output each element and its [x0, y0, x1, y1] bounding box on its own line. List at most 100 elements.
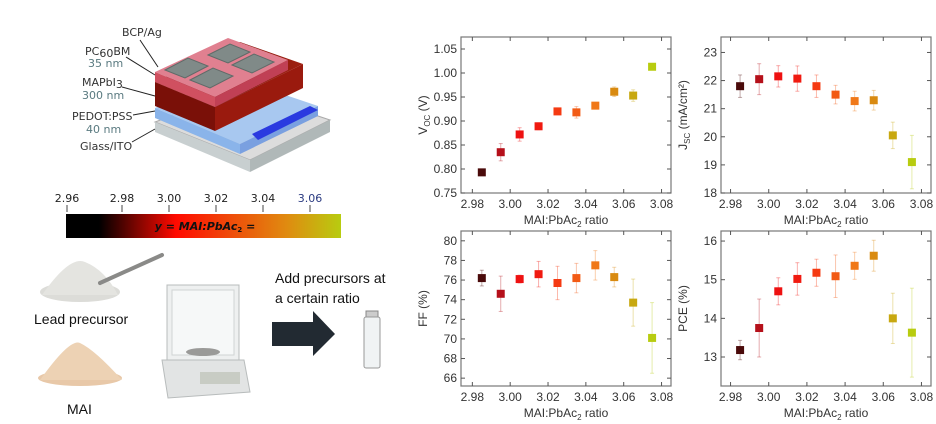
data-point [629, 298, 638, 307]
data-point [553, 107, 562, 116]
y-tick-label: 16 [704, 234, 718, 248]
plot-frame [460, 230, 672, 387]
mai-powder-image [38, 342, 122, 386]
data-point [572, 274, 581, 283]
data-point [610, 87, 619, 96]
x-tick-label: 3.08 [910, 197, 934, 211]
x-tick-label: 3.06 [872, 390, 896, 404]
data-point [755, 75, 764, 84]
y-tick-label: 72 [444, 312, 458, 326]
x-tick-label: 3.06 [612, 197, 636, 211]
colorbar-tick-label: 2.96 [55, 192, 80, 205]
y-axis-label: PCE (%) [676, 285, 690, 332]
device-stack-illustration: BCP/Ag PC60BM 35 nm MAPbI3 300 nm PEDOT:… [72, 26, 332, 172]
data-point [793, 274, 802, 283]
x-tick-label: 2.98 [461, 390, 485, 404]
y-tick-label: 80 [444, 234, 458, 248]
vial-icon [363, 310, 381, 369]
y-axis-label: JSC (mA/cm²) [676, 80, 692, 150]
y-tick-label: 1.05 [434, 42, 458, 56]
x-tick-label: 3.02 [795, 390, 819, 404]
x-axis-label-sub: 2 [837, 413, 842, 422]
x-axis-label-rest: ratio [842, 406, 869, 420]
colorbar-label: y = MAI:PbAc2 = [155, 220, 256, 234]
y-tick-label: 23 [704, 45, 718, 59]
x-tick-label: 3.00 [757, 197, 781, 211]
x-tick-label: 3.04 [833, 390, 857, 404]
data-point [793, 74, 802, 83]
colorbar-gradient [66, 214, 341, 238]
layer-label-pcbm: PC60BM [85, 45, 130, 60]
chart-2: 2.98 3.00 3.02 3.04 3.06 3.08 18 19 20 21 22 23 MAI:… [676, 36, 934, 229]
x-axis-label: MAI:PbAc2 ratio [524, 213, 609, 229]
data-point [477, 168, 486, 177]
colorbar-tick-label: 2.98 [110, 192, 135, 205]
x-axis-label-main: MAI:PbAc [784, 406, 837, 420]
mai-label: MAI [67, 401, 92, 417]
data-point [869, 251, 878, 260]
data-point [850, 97, 859, 106]
y-axis-label-sub: OC [423, 114, 432, 126]
colorbar-ticks: 2.96 2.98 3.00 3.02 3.04 3.06 [55, 192, 322, 212]
x-tick-label: 3.06 [872, 197, 896, 211]
y-tick-label: 0.85 [434, 138, 458, 152]
data-point [888, 314, 897, 323]
x-tick-label: 2.98 [719, 390, 743, 404]
y-tick-label: 14 [704, 311, 718, 325]
plot-frame [720, 230, 932, 387]
analytical-balance-image [161, 284, 251, 399]
layer-thickness-pedot: 40 nm [86, 123, 121, 136]
chart-3: 2.98 3.00 3.02 3.04 3.06 3.08 66 68 70 72 74 76 78 80… [416, 230, 674, 422]
x-tick-label: 3.02 [795, 197, 819, 211]
data-point [869, 96, 878, 105]
y-axis-label-rest: (%) [416, 290, 430, 312]
data-point [534, 122, 543, 131]
colorbar-tick-label: 3.00 [157, 192, 182, 205]
y-tick-label: 19 [704, 158, 718, 172]
process-step-line1: Add precursors at [275, 270, 386, 286]
y-tick-label: 0.75 [434, 186, 458, 200]
data-point [629, 91, 638, 100]
data-point [774, 287, 783, 296]
layer-label-pedot-pss: PEDOT:PSS [72, 110, 133, 123]
colorbar-tick-label: 3.02 [204, 192, 229, 205]
y-tick-label: 0.80 [434, 162, 458, 176]
data-point [850, 261, 859, 270]
y-tick-label: 20 [704, 130, 718, 144]
x-axis-label: MAI:PbAc2 ratio [784, 406, 869, 422]
data-point [812, 268, 821, 277]
layer-label-mapbi3: MAPbI3 [82, 76, 123, 91]
x-axis-label-main: MAI:PbAc [784, 213, 837, 227]
data-point [591, 261, 600, 270]
data-point [888, 131, 897, 140]
x-tick-label: 2.98 [719, 197, 743, 211]
charts: 2.98 3.00 3.02 3.04 3.06 3.08 0.75 0.80 0.85 0.90… [416, 36, 934, 422]
lead-precursor-powder-image [40, 253, 164, 302]
y-tick-label: 0.90 [434, 114, 458, 128]
x-tick-label: 3.04 [574, 390, 598, 404]
x-tick-label: 3.00 [499, 197, 523, 211]
y-tick-label: 18 [704, 186, 718, 200]
right-arrow-icon [272, 311, 335, 356]
layer-label-bcp-ag: BCP/Ag [122, 26, 162, 39]
spatula-icon [98, 253, 164, 285]
data-point [831, 90, 840, 99]
plot-frame [720, 36, 932, 194]
y-tick-label: 22 [704, 74, 718, 88]
data-point [477, 274, 486, 283]
x-axis-label-main: MAI:PbAc [524, 213, 577, 227]
data-point [515, 275, 524, 284]
data-point [553, 278, 562, 287]
x-axis-label-rest: ratio [582, 213, 609, 227]
x-tick-label: 3.06 [612, 390, 636, 404]
x-tick-label: 3.04 [574, 197, 598, 211]
data-point [496, 148, 505, 157]
y-tick-label: 0.95 [434, 90, 458, 104]
x-tick-label: 3.02 [536, 390, 560, 404]
data-point [648, 333, 657, 342]
layer-thickness-pcbm: 35 nm [88, 57, 123, 70]
process-step-line2: a certain ratio [275, 290, 360, 306]
data-point [755, 324, 764, 333]
y-tick-label: 74 [444, 293, 458, 307]
